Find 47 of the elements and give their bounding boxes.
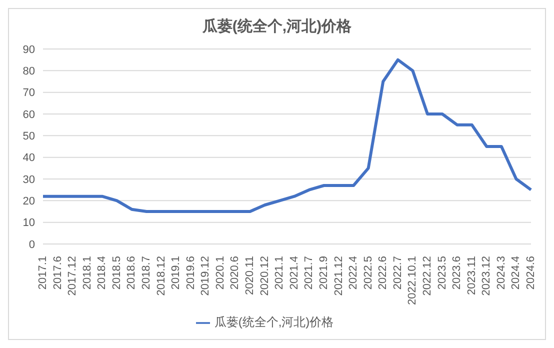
x-tick-label: 2019.1 [170,256,182,290]
x-tick-label: 2022.12 [421,256,434,296]
chart-title: 瓜蒌(统全个,河北)价格 [201,17,353,37]
y-tick-label: 40 [22,152,35,164]
x-tick-label: 2017.6 [52,256,64,290]
y-tick-label: 30 [22,174,35,186]
x-tick-label: 2024.6 [525,256,537,290]
x-tick-label: 2021.4 [288,256,300,290]
x-tick-label: 2023.6 [451,256,464,290]
x-tick-label: 2018.5 [110,256,123,290]
y-tick-label: 50 [22,130,35,143]
x-tick-label: 2023.12 [480,256,493,296]
x-tick-label: 2021.9 [318,256,330,290]
x-tick-label: 2020.1 [214,256,226,290]
x-tick-label: 2018.1 [81,256,94,290]
x-tick-label: 2024.4 [510,256,522,290]
x-tick-label: 2022.5 [362,256,374,290]
x-tick-label: 2018.6 [126,256,138,290]
y-tick-label: 90 [22,44,35,56]
y-tick-label: 20 [22,196,35,208]
x-tick-label: 2022.10.1 [406,256,419,305]
legend-label: 瓜蒌(统全个,河北)价格 [214,315,334,329]
x-tick-label: 2017.1 [37,256,49,290]
line-series [42,58,532,213]
x-tick-label: 2021.12 [332,256,345,296]
x-tick-label: 2020.12 [258,256,271,296]
y-tick-label: 60 [22,108,35,121]
x-tick-label: 2019.6 [184,256,197,290]
x-tick-label: 2023.5 [436,256,448,290]
x-tick-label: 2022.7 [392,256,404,290]
x-tick-label: 2020.6 [229,256,242,290]
x-tick-label: 2022.4 [348,256,360,290]
x-tick-label: 2024.3 [495,256,508,290]
x-tick-label: 2017.12 [66,256,79,296]
x-tick-label: 2018.4 [96,256,108,290]
x-tick-label: 2018.12 [155,256,168,296]
x-tick-label: 2019.12 [200,256,212,296]
x-tick-label: 2018.7 [140,256,153,290]
y-tick-label: 70 [22,87,35,100]
x-tick-label: 2021.1 [274,256,286,290]
x-tick-label: 2020.11 [244,256,256,295]
y-tick-label: 80 [22,66,35,78]
y-tick-label: 0 [28,238,35,251]
y-tick-label: 10 [22,217,35,230]
x-tick-label: 2023.11 [466,256,478,295]
x-tick-label: 2022.6 [377,256,390,290]
x-tick-label: 2021.7 [303,256,316,290]
